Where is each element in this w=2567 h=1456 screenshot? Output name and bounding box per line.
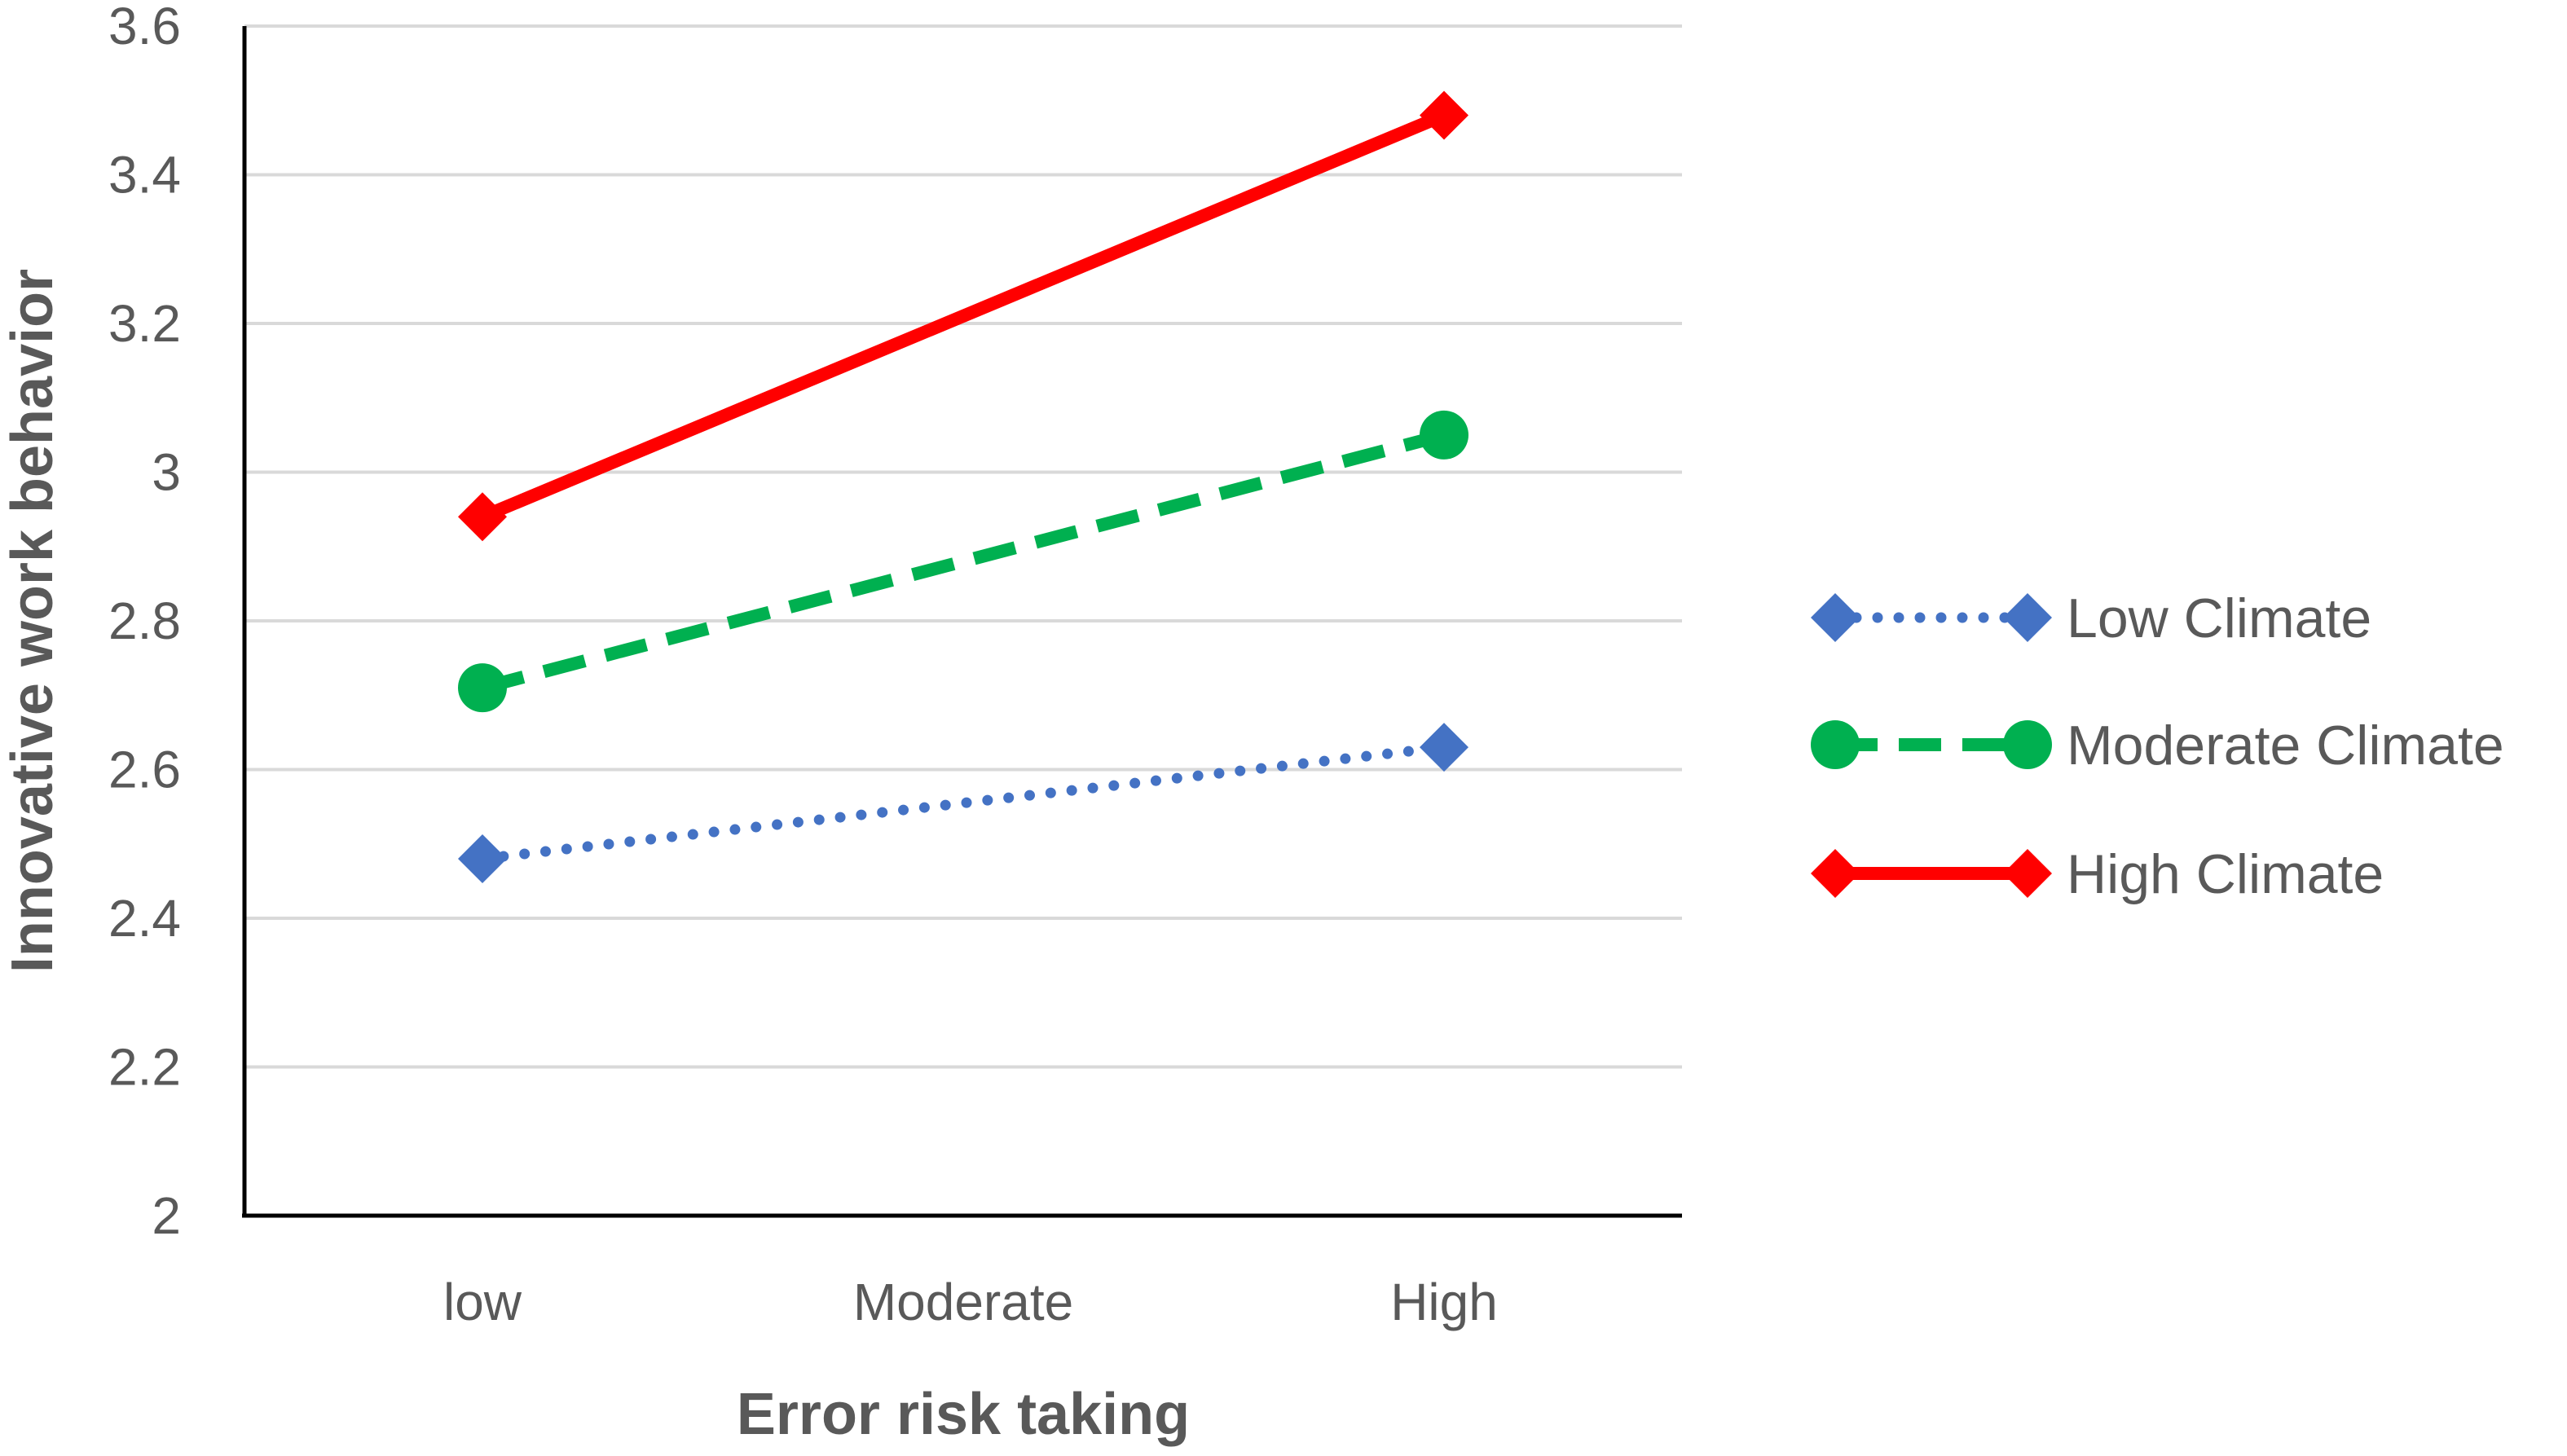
series-line xyxy=(477,741,1450,864)
legend-marker xyxy=(2003,849,2052,898)
y-tick-label: 3.4 xyxy=(108,146,181,205)
x-tick-labels: low Moderate High xyxy=(443,1273,1498,1331)
y-tick-label: 3.2 xyxy=(108,294,181,353)
x-tick-label: Moderate xyxy=(853,1273,1073,1331)
series-moderate-climate xyxy=(458,410,1468,713)
y-tick-labels: 2 2.2 2.4 2.6 2.8 3 3.2 3.4 3.6 xyxy=(108,0,181,1245)
series-line xyxy=(479,109,1447,523)
x-axis-title: Error risk taking xyxy=(737,1382,1190,1447)
y-tick-label: 3.6 xyxy=(108,0,181,55)
legend-marker xyxy=(1811,849,1860,898)
legend-label: Low Climate xyxy=(2067,587,2371,649)
data-point-marker xyxy=(458,663,507,713)
legend-marker xyxy=(2003,720,2052,769)
legend-item-high-climate: High Climate xyxy=(1811,843,2384,905)
x-tick-label: low xyxy=(443,1273,522,1331)
legend-item-low-climate: Low Climate xyxy=(1811,587,2371,649)
gridlines xyxy=(244,24,1682,1069)
data-point-marker xyxy=(1420,90,1468,140)
y-tick-label: 2.8 xyxy=(108,592,181,650)
x-tick-label: High xyxy=(1390,1273,1498,1331)
series-line xyxy=(480,429,1446,694)
legend-label: High Climate xyxy=(2067,843,2384,905)
series-low-climate xyxy=(458,723,1468,883)
data-point-marker xyxy=(458,834,507,883)
y-axis-title: Innovative work behavior xyxy=(0,269,65,973)
legend: Low Climate Moderate Climate High Climate xyxy=(1811,587,2504,905)
data-point-marker xyxy=(1420,410,1468,460)
y-tick-label: 2 xyxy=(152,1186,181,1245)
legend-item-moderate-climate: Moderate Climate xyxy=(1811,715,2504,776)
legend-marker xyxy=(2003,593,2052,642)
legend-marker xyxy=(1811,593,1860,642)
data-point-marker xyxy=(1420,723,1468,772)
legend-label: Moderate Climate xyxy=(2067,715,2504,776)
y-tick-label: 2.4 xyxy=(108,889,181,948)
y-tick-label: 2.6 xyxy=(108,741,181,799)
legend-marker xyxy=(1811,720,1860,769)
y-tick-label: 3 xyxy=(152,443,181,502)
series xyxy=(458,90,1468,883)
axes xyxy=(242,26,1682,1218)
series-high-climate xyxy=(458,90,1468,542)
data-point-marker xyxy=(458,492,507,542)
y-tick-label: 2.2 xyxy=(108,1038,181,1097)
